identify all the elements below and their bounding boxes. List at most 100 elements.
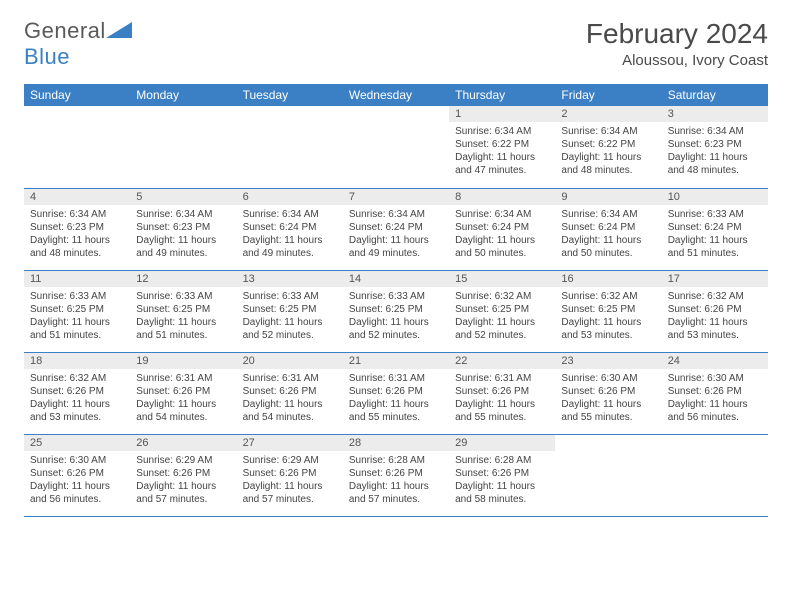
daylight-text-2: and 52 minutes. (349, 329, 443, 342)
daylight-text-2: and 55 minutes. (561, 411, 655, 424)
daylight-text-2: and 49 minutes. (136, 247, 230, 260)
day-header: Wednesday (343, 84, 449, 106)
day-details: Sunrise: 6:34 AMSunset: 6:23 PMDaylight:… (662, 122, 768, 181)
day-cell: 8Sunrise: 6:34 AMSunset: 6:24 PMDaylight… (449, 188, 555, 270)
sunset-text: Sunset: 6:26 PM (30, 467, 124, 480)
daylight-text-2: and 57 minutes. (243, 493, 337, 506)
day-number: 15 (449, 271, 555, 287)
daylight-text-2: and 55 minutes. (455, 411, 549, 424)
day-number: 5 (130, 189, 236, 205)
sunset-text: Sunset: 6:26 PM (668, 385, 762, 398)
sunrise-text: Sunrise: 6:34 AM (668, 125, 762, 138)
day-cell: 17Sunrise: 6:32 AMSunset: 6:26 PMDayligh… (662, 270, 768, 352)
daylight-text-1: Daylight: 11 hours (136, 234, 230, 247)
daylight-text-2: and 51 minutes. (668, 247, 762, 260)
day-details: Sunrise: 6:34 AMSunset: 6:22 PMDaylight:… (449, 122, 555, 181)
daylight-text-1: Daylight: 11 hours (455, 234, 549, 247)
sunset-text: Sunset: 6:23 PM (30, 221, 124, 234)
day-details: Sunrise: 6:32 AMSunset: 6:26 PMDaylight:… (662, 287, 768, 346)
daylight-text-2: and 48 minutes. (561, 164, 655, 177)
sunset-text: Sunset: 6:24 PM (455, 221, 549, 234)
daylight-text-1: Daylight: 11 hours (455, 480, 549, 493)
day-details: Sunrise: 6:34 AMSunset: 6:23 PMDaylight:… (130, 205, 236, 264)
day-number: 29 (449, 435, 555, 451)
logo: General Blue (24, 18, 132, 70)
empty-cell (555, 434, 661, 516)
day-cell: 12Sunrise: 6:33 AMSunset: 6:25 PMDayligh… (130, 270, 236, 352)
sunrise-text: Sunrise: 6:34 AM (455, 125, 549, 138)
day-details: Sunrise: 6:30 AMSunset: 6:26 PMDaylight:… (24, 451, 130, 510)
day-number: 9 (555, 189, 661, 205)
daylight-text-1: Daylight: 11 hours (30, 234, 124, 247)
sunrise-text: Sunrise: 6:31 AM (136, 372, 230, 385)
day-number: 27 (237, 435, 343, 451)
daylight-text-2: and 49 minutes. (243, 247, 337, 260)
day-number: 11 (24, 271, 130, 287)
sunset-text: Sunset: 6:26 PM (455, 467, 549, 480)
day-cell: 16Sunrise: 6:32 AMSunset: 6:25 PMDayligh… (555, 270, 661, 352)
day-cell: 9Sunrise: 6:34 AMSunset: 6:24 PMDaylight… (555, 188, 661, 270)
daylight-text-1: Daylight: 11 hours (349, 316, 443, 329)
daylight-text-2: and 52 minutes. (243, 329, 337, 342)
empty-daynum (555, 435, 661, 451)
sunset-text: Sunset: 6:25 PM (243, 303, 337, 316)
day-cell: 26Sunrise: 6:29 AMSunset: 6:26 PMDayligh… (130, 434, 236, 516)
day-cell: 2Sunrise: 6:34 AMSunset: 6:22 PMDaylight… (555, 106, 661, 188)
day-number: 19 (130, 353, 236, 369)
calendar-body: 1Sunrise: 6:34 AMSunset: 6:22 PMDaylight… (24, 106, 768, 516)
day-details: Sunrise: 6:31 AMSunset: 6:26 PMDaylight:… (237, 369, 343, 428)
day-details: Sunrise: 6:33 AMSunset: 6:25 PMDaylight:… (343, 287, 449, 346)
day-details: Sunrise: 6:31 AMSunset: 6:26 PMDaylight:… (130, 369, 236, 428)
sunrise-text: Sunrise: 6:33 AM (668, 208, 762, 221)
day-cell: 7Sunrise: 6:34 AMSunset: 6:24 PMDaylight… (343, 188, 449, 270)
daylight-text-2: and 51 minutes. (30, 329, 124, 342)
empty-cell (130, 106, 236, 188)
daylight-text-2: and 50 minutes. (455, 247, 549, 260)
daylight-text-1: Daylight: 11 hours (136, 316, 230, 329)
sunrise-text: Sunrise: 6:33 AM (349, 290, 443, 303)
day-cell: 14Sunrise: 6:33 AMSunset: 6:25 PMDayligh… (343, 270, 449, 352)
day-cell: 1Sunrise: 6:34 AMSunset: 6:22 PMDaylight… (449, 106, 555, 188)
daylight-text-2: and 49 minutes. (349, 247, 443, 260)
sunset-text: Sunset: 6:26 PM (349, 467, 443, 480)
sunrise-text: Sunrise: 6:29 AM (136, 454, 230, 467)
day-details: Sunrise: 6:32 AMSunset: 6:26 PMDaylight:… (24, 369, 130, 428)
daylight-text-2: and 56 minutes. (30, 493, 124, 506)
sunrise-text: Sunrise: 6:33 AM (243, 290, 337, 303)
daylight-text-1: Daylight: 11 hours (243, 234, 337, 247)
logo-triangle-icon (106, 20, 132, 38)
daylight-text-1: Daylight: 11 hours (561, 316, 655, 329)
day-details: Sunrise: 6:32 AMSunset: 6:25 PMDaylight:… (555, 287, 661, 346)
calendar-week: 11Sunrise: 6:33 AMSunset: 6:25 PMDayligh… (24, 270, 768, 352)
day-cell: 21Sunrise: 6:31 AMSunset: 6:26 PMDayligh… (343, 352, 449, 434)
day-details: Sunrise: 6:31 AMSunset: 6:26 PMDaylight:… (449, 369, 555, 428)
logo-word-2: Blue (24, 44, 70, 69)
sunset-text: Sunset: 6:26 PM (668, 303, 762, 316)
sunset-text: Sunset: 6:26 PM (243, 467, 337, 480)
daylight-text-2: and 54 minutes. (243, 411, 337, 424)
day-cell: 4Sunrise: 6:34 AMSunset: 6:23 PMDaylight… (24, 188, 130, 270)
day-details: Sunrise: 6:34 AMSunset: 6:24 PMDaylight:… (343, 205, 449, 264)
daylight-text-1: Daylight: 11 hours (349, 480, 443, 493)
day-details: Sunrise: 6:34 AMSunset: 6:24 PMDaylight:… (237, 205, 343, 264)
sunset-text: Sunset: 6:26 PM (455, 385, 549, 398)
day-details: Sunrise: 6:33 AMSunset: 6:24 PMDaylight:… (662, 205, 768, 264)
day-number: 6 (237, 189, 343, 205)
empty-cell (237, 106, 343, 188)
day-number: 21 (343, 353, 449, 369)
sunset-text: Sunset: 6:26 PM (136, 467, 230, 480)
title-block: February 2024 Aloussou, Ivory Coast (586, 18, 768, 69)
sunset-text: Sunset: 6:23 PM (668, 138, 762, 151)
daylight-text-1: Daylight: 11 hours (455, 316, 549, 329)
sunrise-text: Sunrise: 6:34 AM (455, 208, 549, 221)
sunset-text: Sunset: 6:26 PM (561, 385, 655, 398)
daylight-text-2: and 48 minutes. (668, 164, 762, 177)
sunset-text: Sunset: 6:25 PM (349, 303, 443, 316)
day-number: 2 (555, 106, 661, 122)
day-cell: 22Sunrise: 6:31 AMSunset: 6:26 PMDayligh… (449, 352, 555, 434)
day-cell: 13Sunrise: 6:33 AMSunset: 6:25 PMDayligh… (237, 270, 343, 352)
day-details: Sunrise: 6:33 AMSunset: 6:25 PMDaylight:… (237, 287, 343, 346)
day-cell: 6Sunrise: 6:34 AMSunset: 6:24 PMDaylight… (237, 188, 343, 270)
month-title: February 2024 (586, 18, 768, 50)
calendar-week: 4Sunrise: 6:34 AMSunset: 6:23 PMDaylight… (24, 188, 768, 270)
